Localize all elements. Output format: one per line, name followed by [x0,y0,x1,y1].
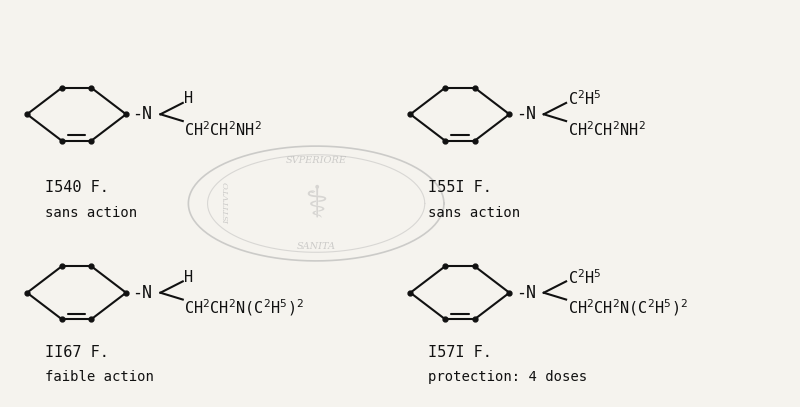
Text: protection: 4 doses: protection: 4 doses [428,370,587,384]
Text: CH$^{2}$CH$^{2}$NH$^{2}$: CH$^{2}$CH$^{2}$NH$^{2}$ [568,120,646,138]
Text: C$^{2}$H$^{5}$: C$^{2}$H$^{5}$ [568,90,602,108]
Text: -N: -N [516,284,536,302]
Text: H: H [184,91,194,106]
Text: I540 F.: I540 F. [45,180,109,195]
Text: II67 F.: II67 F. [45,345,109,360]
Text: SVPERIORE: SVPERIORE [286,156,346,165]
Text: ⚕: ⚕ [304,182,328,225]
Text: sans action: sans action [45,206,137,220]
Text: C$^{2}$H$^{5}$: C$^{2}$H$^{5}$ [568,268,602,287]
Text: CH$^{2}$CH$^{2}$NH$^{2}$: CH$^{2}$CH$^{2}$NH$^{2}$ [184,120,262,138]
Text: I55I F.: I55I F. [428,180,492,195]
Text: sans action: sans action [428,206,520,220]
Text: -N: -N [516,105,536,123]
Text: CH$^{2}$CH$^{2}$N(C$^{2}$H$^{5}$)$^{2}$: CH$^{2}$CH$^{2}$N(C$^{2}$H$^{5}$)$^{2}$ [568,297,688,318]
Text: H: H [184,270,194,285]
Text: ISTITVTO: ISTITVTO [222,182,230,225]
Text: I57I F.: I57I F. [428,345,492,360]
Text: -N: -N [133,284,153,302]
Text: faible action: faible action [45,370,154,384]
Text: CH$^{2}$CH$^{2}$N(C$^{2}$H$^{5}$)$^{2}$: CH$^{2}$CH$^{2}$N(C$^{2}$H$^{5}$)$^{2}$ [184,297,305,318]
Text: -N: -N [133,105,153,123]
Text: SANITA: SANITA [297,242,336,251]
